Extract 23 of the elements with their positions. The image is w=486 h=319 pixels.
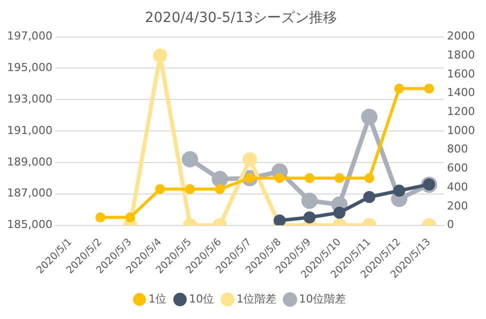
y-tick-label: 191,000 xyxy=(6,124,52,137)
y2-tick-label: 2000 xyxy=(447,30,476,43)
chart-title: 2020/4/30-5/13シーズン推移 xyxy=(144,10,338,26)
y-tick-label: 187,000 xyxy=(6,186,52,200)
legend-label: 1位 xyxy=(148,292,167,306)
y2-tick-label: 1800 xyxy=(447,48,476,62)
y2-tick-label: 1000 xyxy=(447,124,476,137)
y2-tick-label: 600 xyxy=(447,162,468,175)
y2-tick-label: 0 xyxy=(447,218,454,232)
legend-label: 1位階差 xyxy=(236,292,276,306)
y-tick-label: 193,000 xyxy=(6,92,52,106)
y-tick-label: 185,000 xyxy=(6,218,52,232)
y2-tick-label: 1200 xyxy=(447,105,476,118)
y-tick-label: 195,000 xyxy=(6,61,52,74)
y2-tick-label: 800 xyxy=(447,142,468,156)
y-tick-label: 189,000 xyxy=(6,155,52,168)
y2-tick-label: 400 xyxy=(447,180,468,194)
y2-tick-label: 1400 xyxy=(447,86,476,100)
legend-label: 10位階差 xyxy=(299,292,346,306)
legend-label: 10位 xyxy=(189,292,214,306)
y-tick-label: 197,000 xyxy=(6,30,52,43)
y2-tick-label: 1600 xyxy=(447,67,476,80)
y2-tick-label: 200 xyxy=(447,199,468,212)
